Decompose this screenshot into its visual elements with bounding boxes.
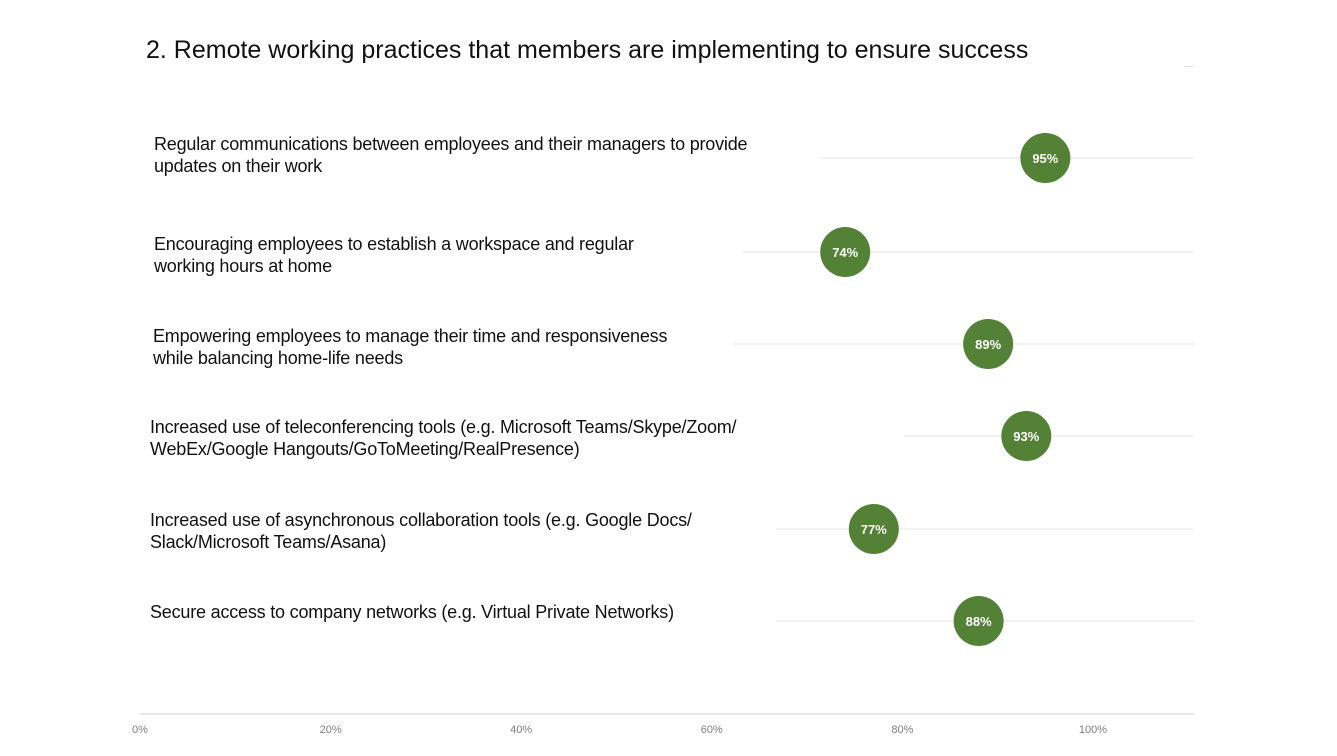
- category-label-line: Secure access to company networks (e.g. …: [150, 602, 674, 622]
- x-tick-label: 20%: [320, 724, 342, 736]
- category-label-line: Increased use of teleconferencing tools …: [150, 417, 737, 437]
- category-label: Encouraging employees to establish a wor…: [154, 233, 634, 277]
- category-label: Empowering employees to manage their tim…: [153, 325, 667, 369]
- category-label-line: Regular communications between employees…: [154, 134, 748, 154]
- data-point: [820, 227, 871, 277]
- category-label-line: Encouraging employees to establish a wor…: [154, 234, 634, 254]
- data-label: 93%: [1013, 429, 1039, 444]
- category-label-line: while balancing home-life needs: [153, 348, 403, 368]
- category-label-line: Increased use of asynchronous collaborat…: [150, 510, 692, 530]
- corner-tick: [1184, 66, 1194, 67]
- x-tick-label: 100%: [1079, 724, 1107, 736]
- data-label: 74%: [832, 245, 858, 260]
- data-point: [953, 596, 1004, 646]
- data-point: [848, 504, 899, 554]
- data-label: 95%: [1032, 151, 1058, 166]
- category-label-line: Empowering employees to manage their tim…: [153, 326, 668, 346]
- x-tick-label: 60%: [701, 724, 723, 736]
- x-tick-label: 40%: [510, 724, 532, 736]
- category-label: Increased use of asynchronous collaborat…: [150, 509, 692, 553]
- x-tick-label: 0%: [132, 724, 148, 736]
- x-tick-label: 80%: [891, 724, 913, 736]
- category-label-line: updates on their work: [154, 156, 322, 176]
- category-label-line: working hours at home: [154, 256, 332, 276]
- category-label-line: Slack/Microsoft Teams/Asana): [150, 532, 387, 552]
- data-point: [1001, 411, 1052, 461]
- data-point: [963, 319, 1014, 369]
- category-label: Secure access to company networks (e.g. …: [150, 601, 674, 623]
- data-label: 89%: [975, 337, 1001, 352]
- data-label: 88%: [966, 614, 992, 629]
- data-point: [1020, 133, 1071, 183]
- data-label: 77%: [861, 522, 887, 537]
- category-label: Increased use of teleconferencing tools …: [150, 416, 737, 460]
- chart-title: 2. Remote working practices that members…: [146, 36, 1029, 64]
- category-label-line: WebEx/Google Hangouts/GoToMeeting/RealPr…: [150, 439, 580, 459]
- category-label: Regular communications between employees…: [154, 133, 748, 177]
